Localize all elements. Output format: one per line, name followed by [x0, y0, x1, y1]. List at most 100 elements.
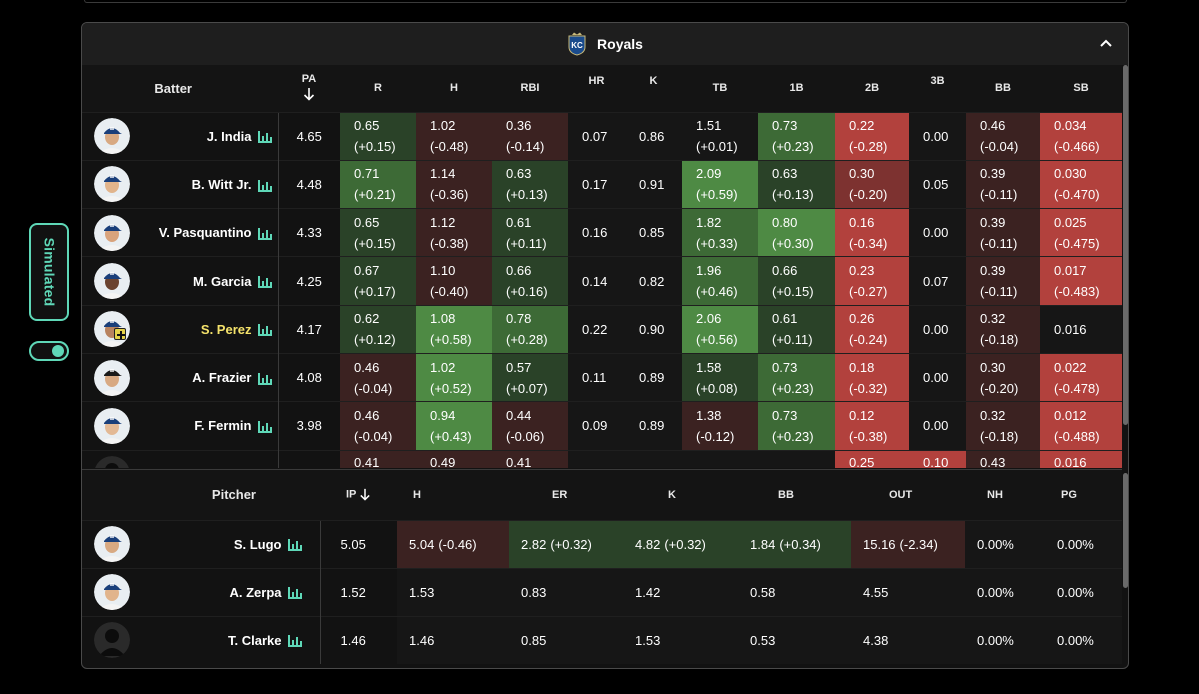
stat-value: 0.80 [772, 214, 798, 230]
stat-value: 1.08 [430, 311, 456, 327]
er-col-header[interactable]: ER [509, 470, 623, 520]
pitcher-row[interactable]: A. Zerpa 1.52 1.53 0.83 1.42 0.58 4.55 0.00% 0.0… [82, 567, 1122, 616]
stats-chart-icon[interactable] [257, 372, 272, 385]
stat-cell: 0.90 [625, 304, 682, 354]
stat-cell: 0.78 (+0.28) [492, 304, 568, 354]
stat-value: 0.11 [582, 370, 607, 386]
stat-cell: 0.39 (-0.11) [966, 256, 1040, 306]
stats-chart-icon[interactable] [287, 539, 302, 552]
stats-chart-icon[interactable] [257, 324, 272, 337]
hr-col-header[interactable]: HR [568, 65, 625, 112]
stat-delta: (+0.07) [506, 380, 548, 396]
pitcher-name-cell[interactable]: T. Clarke [142, 615, 320, 664]
stat-value: 0.016 [1054, 454, 1087, 468]
stat-cell: 0.00% [1045, 615, 1122, 664]
2b-col-header[interactable]: 2B [835, 65, 909, 112]
pitcher-col-header[interactable]: Pitcher [142, 470, 320, 520]
stat-value: 1.14 [430, 166, 456, 182]
stat-value: 0.22 [849, 118, 875, 134]
batter-row[interactable]: A. Frazier 4.08 0.46 (-0.04) 1.02 (+0.52) 0.57… [82, 352, 1122, 402]
stat-delta: (-0.34) [849, 235, 888, 251]
k-col-header[interactable]: K [625, 65, 682, 112]
player-name-cell[interactable]: J. India [142, 111, 278, 161]
pitcher-table-container[interactable]: Pitcher IP H ER K BB OUT NH PG S. Lugo 5.… [82, 469, 1122, 668]
stat-delta: (+0.11) [772, 332, 813, 348]
player-name-cell[interactable]: M. Garcia [142, 256, 278, 306]
batter-row[interactable]: S. Perez 4.17 0.62 (+0.12) 1.08 (+0.58) 0.78 (+… [82, 304, 1122, 354]
batter-table-container[interactable]: Batter PA R H RBI HR K TB 1B 2B 3B BB SB… [82, 65, 1122, 468]
pitcher-row[interactable]: S. Lugo 5.05 5.04 (-0.46) 2.82 (+0.32) 4.82 (+0… [82, 519, 1122, 568]
team-header[interactable]: KC Royals [82, 23, 1128, 65]
stat-delta: (-0.06) [506, 428, 545, 444]
pbb-col-header[interactable]: BB [738, 470, 851, 520]
pg-col-header[interactable]: PG [1045, 470, 1122, 520]
simulation-toggle[interactable] [29, 341, 69, 361]
nh-col-header[interactable]: NH [965, 470, 1045, 520]
batter-row[interactable]: V. Pasquantino 4.33 0.65 (+0.15) 1.12 (-0.38)… [82, 208, 1122, 257]
player-name-cell[interactable]: F. Fermin [142, 401, 278, 451]
stat-delta: (-0.14) [506, 139, 545, 155]
stat-value: 4.55 [863, 584, 889, 600]
batter-row[interactable]: B. Witt Jr. 4.48 0.71 (+0.21) 1.14 (-0.36) 0.6… [82, 159, 1122, 209]
stats-chart-icon[interactable] [287, 587, 302, 600]
h-col-header[interactable]: H [416, 65, 492, 112]
pk-col-header[interactable]: K [623, 470, 738, 520]
ph-col-header[interactable]: H [397, 470, 509, 520]
stat-cell: 0.39 (-0.11) [966, 208, 1040, 257]
player-name: S. Perez [200, 321, 252, 337]
stat-cell: 0.16 (-0.34) [835, 208, 909, 257]
tb-col-header[interactable]: TB [682, 65, 758, 112]
bb-col-header[interactable]: BB [966, 65, 1040, 112]
stat-cell: 0.89 [625, 352, 682, 402]
batter-row[interactable]: J. India 4.65 0.65 (+0.15) 1.02 (-0.48) 0.36 (-… [82, 111, 1122, 161]
stats-chart-icon[interactable] [287, 635, 302, 648]
stats-chart-icon[interactable] [257, 276, 272, 289]
stat-delta: (+0.34) [779, 536, 821, 552]
stat-delta: (-0.11) [980, 284, 1018, 300]
pitcher-name-cell[interactable]: S. Lugo [142, 519, 320, 568]
stat-value: 0.66 [772, 263, 798, 279]
stat-value: 0.14 [582, 273, 608, 289]
stat-cell: 0.10 [909, 449, 966, 468]
sb-col-header[interactable]: SB [1040, 65, 1122, 112]
stat-cell: 0.73 (+0.23) [758, 111, 835, 161]
player-name: A. Frazier [192, 370, 252, 386]
batter-row[interactable]: F. Fermin 3.98 0.46 (-0.04) 0.94 (+0.43) 0.44 (… [82, 401, 1122, 451]
player-name-cell[interactable]: V. Pasquantino [142, 208, 278, 257]
player-name-cell[interactable]: S. Perez [142, 304, 278, 354]
stat-cell: 0.07 [568, 111, 625, 161]
stat-cell: 0.41 [340, 449, 416, 468]
player-name-cell[interactable]: B. Witt Jr. [142, 159, 278, 209]
stats-chart-icon[interactable] [257, 131, 272, 144]
stat-delta: (-0.18) [980, 332, 1019, 348]
pa-col-header[interactable]: PA [278, 65, 340, 112]
batter-row[interactable]: 0.41 0.49 0.41 0.25 0.10 0.43 0.016 [82, 449, 1122, 468]
batter-scrollbar[interactable] [1123, 65, 1128, 425]
rbi-col-header[interactable]: RBI [492, 65, 568, 112]
stat-delta: (+0.15) [772, 284, 814, 300]
pitcher-scrollbar[interactable] [1123, 473, 1128, 588]
chevron-up-icon[interactable] [1098, 35, 1114, 51]
stat-cell: 1.14 (-0.36) [416, 159, 492, 209]
simulated-button[interactable]: Simulated [29, 223, 69, 321]
1b-col-header[interactable]: 1B [758, 65, 835, 112]
pitcher-name-cell[interactable]: A. Zerpa [142, 567, 320, 616]
r-col-header[interactable]: R [340, 65, 416, 112]
stat-value: 0.73 [772, 407, 798, 423]
stats-chart-icon[interactable] [257, 420, 272, 433]
pitcher-row[interactable]: T. Clarke 1.46 1.46 0.85 1.53 0.53 4.38 0.00% 0.… [82, 615, 1122, 664]
stat-cell: 0.82 [625, 256, 682, 306]
ip-col-header[interactable]: IP [320, 470, 397, 520]
player-name-cell[interactable] [142, 449, 278, 468]
stat-cell: 0.49 [416, 449, 492, 468]
batter-row[interactable]: M. Garcia 4.25 0.67 (+0.17) 1.10 (-0.40) 0.66 (… [82, 256, 1122, 306]
3b-col-header[interactable]: 3B [909, 65, 966, 112]
stats-chart-icon[interactable] [257, 179, 272, 192]
stat-value: 0.05 [923, 176, 949, 192]
simulated-label: Simulated [41, 237, 57, 307]
out-col-header[interactable]: OUT [851, 470, 965, 520]
player-name-cell[interactable]: A. Frazier [142, 352, 278, 402]
stats-chart-icon[interactable] [257, 227, 272, 240]
batter-col-header[interactable]: Batter [142, 65, 278, 112]
stat-cell: 0.94 (+0.43) [416, 401, 492, 451]
